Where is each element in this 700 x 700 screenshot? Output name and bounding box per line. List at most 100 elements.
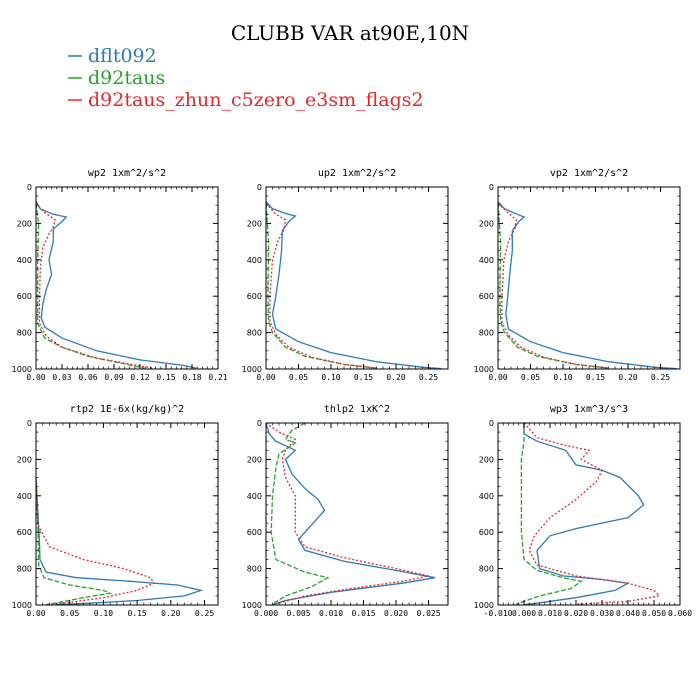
series-line-dflt092 bbox=[36, 477, 204, 605]
series-line-dflt092 bbox=[266, 201, 442, 369]
x-tick-label: 0.05 bbox=[60, 609, 79, 618]
x-tick-label: 0.020 bbox=[564, 609, 588, 618]
y-tick-label: 400 bbox=[17, 492, 32, 501]
y-tick-label: 800 bbox=[479, 329, 494, 338]
y-tick-label: 600 bbox=[17, 292, 32, 301]
panel-4: thlp2 1xK^2 0.000 0.005 0.010 0.015 0.020 0.02… bbox=[242, 404, 449, 618]
x-tick-label: 0.25 bbox=[195, 609, 214, 618]
y-tick-label: 400 bbox=[479, 492, 494, 501]
y-tick-label: 400 bbox=[17, 256, 32, 265]
x-tick-label: 0.015 bbox=[351, 609, 375, 618]
y-tick-label: 800 bbox=[247, 565, 262, 574]
y-tick-label: 400 bbox=[247, 492, 262, 501]
y-tick-label: 400 bbox=[479, 256, 494, 265]
legend: dflt092d92tausd92taus_zhun_c5zero_e3sm_f… bbox=[68, 45, 424, 111]
x-tick-label: 0.10 bbox=[553, 373, 572, 382]
x-tick-label: 0.00 bbox=[256, 373, 275, 382]
x-tick-label: 0.010 bbox=[538, 609, 562, 618]
x-tick-label: 0.000 bbox=[254, 609, 278, 618]
y-tick-label: 600 bbox=[247, 292, 262, 301]
legend-entry-1: d92taus bbox=[88, 67, 165, 89]
x-tick-label: 0.25 bbox=[419, 373, 438, 382]
y-tick-label: 1000 bbox=[12, 601, 32, 610]
x-tick-label: 0.20 bbox=[161, 609, 180, 618]
y-tick-label: 1000 bbox=[12, 365, 32, 374]
panel-0: wp2 1xm^2/s^2 0.00 0.03 0.06 0.09 0.12 0.15 0.1… bbox=[12, 168, 228, 382]
y-tick-label: 800 bbox=[17, 565, 32, 574]
y-tick-label: 0 bbox=[489, 419, 494, 428]
series-line-dflt092 bbox=[36, 201, 197, 369]
series-line-dflt092 bbox=[523, 423, 645, 605]
x-tick-label: 0.20 bbox=[386, 373, 405, 382]
x-tick-label: 0.05 bbox=[521, 373, 540, 382]
x-tick-label: 0.00 bbox=[488, 373, 507, 382]
y-tick-label: 200 bbox=[17, 219, 32, 228]
figure-title: CLUBB VAR at90E,10N bbox=[231, 21, 469, 45]
y-tick-label: 0 bbox=[489, 183, 494, 192]
series-line-dflt092 bbox=[266, 423, 436, 605]
x-tick-label: 0.15 bbox=[127, 609, 146, 618]
y-tick-label: 600 bbox=[479, 528, 494, 537]
y-tick-label: 1000 bbox=[242, 601, 262, 610]
x-tick-label: 0.025 bbox=[416, 609, 440, 618]
x-tick-label: 0.10 bbox=[94, 609, 113, 618]
y-tick-label: 600 bbox=[17, 528, 32, 537]
y-tick-label: 1000 bbox=[474, 601, 494, 610]
panel-2: vp2 1xm^2/s^2 0.00 0.05 0.10 0.15 0.20 0.25 0 20… bbox=[474, 168, 681, 382]
panel-1: up2 1xm^2/s^2 0.00 0.05 0.10 0.15 0.20 0.25 0 20… bbox=[242, 168, 449, 382]
series-line-d92taus bbox=[36, 477, 113, 605]
series-line-d92taus_zhun_c5zero_e3sm_flags2 bbox=[266, 423, 429, 604]
panel-title: wp2 1xm^2/s^2 bbox=[88, 168, 166, 179]
y-tick-label: 200 bbox=[247, 455, 262, 464]
x-tick-label: 0.15 bbox=[586, 373, 605, 382]
panel-title: up2 1xm^2/s^2 bbox=[318, 168, 396, 179]
x-tick-label: 0.060 bbox=[668, 609, 692, 618]
y-tick-label: 800 bbox=[17, 329, 32, 338]
plot-frame bbox=[497, 186, 681, 370]
series-line-d92taus bbox=[36, 203, 145, 369]
y-tick-label: 0 bbox=[257, 419, 262, 428]
y-tick-label: 0 bbox=[27, 419, 32, 428]
plot-frame bbox=[265, 186, 449, 370]
plot-frame bbox=[265, 422, 449, 606]
x-tick-label: 0.21 bbox=[208, 373, 227, 382]
panel-3: rtp2 1E-6x(kg/kg)^2 0.00 0.05 0.10 0.15 0.20 0… bbox=[12, 404, 219, 618]
series-line-d92taus bbox=[266, 203, 377, 369]
x-tick-label: 0.020 bbox=[384, 609, 408, 618]
y-tick-label: 0 bbox=[257, 183, 262, 192]
series-line-d92taus_zhun_c5zero_e3sm_flags2 bbox=[498, 202, 609, 369]
legend-entry-0: dflt092 bbox=[88, 45, 157, 67]
series-line-d92taus_zhun_c5zero_e3sm_flags2 bbox=[36, 481, 155, 605]
panel-title: rtp2 1E-6x(kg/kg)^2 bbox=[70, 404, 184, 415]
x-tick-label: 0.005 bbox=[286, 609, 310, 618]
x-tick-label: 0.040 bbox=[616, 609, 640, 618]
panel-title: wp3 1xm^3/s^3 bbox=[550, 404, 628, 415]
x-tick-label: 0.25 bbox=[651, 373, 670, 382]
y-tick-label: 600 bbox=[247, 528, 262, 537]
y-tick-label: 200 bbox=[247, 219, 262, 228]
series-line-d92taus bbox=[515, 423, 583, 605]
x-tick-label: 0.15 bbox=[354, 373, 373, 382]
panels: wp2 1xm^2/s^2 0.00 0.03 0.06 0.09 0.12 0.15 0.1… bbox=[12, 168, 693, 618]
y-tick-label: 1000 bbox=[474, 365, 494, 374]
x-tick-label: 0.030 bbox=[590, 609, 614, 618]
x-tick-label: 0.10 bbox=[321, 373, 340, 382]
x-tick-label: 0.15 bbox=[156, 373, 175, 382]
y-tick-label: 800 bbox=[247, 329, 262, 338]
series-line-d92taus_zhun_c5zero_e3sm_flags2 bbox=[523, 423, 661, 605]
panel-title: thlp2 1xK^2 bbox=[324, 404, 390, 415]
x-tick-label: 0.03 bbox=[52, 373, 71, 382]
y-tick-label: 200 bbox=[479, 219, 494, 228]
x-tick-label: 0.18 bbox=[182, 373, 201, 382]
series-line-dflt092 bbox=[498, 201, 677, 369]
x-tick-label: 0.20 bbox=[618, 373, 637, 382]
series-line-d92taus bbox=[270, 423, 330, 605]
y-tick-label: 400 bbox=[247, 256, 262, 265]
x-tick-label: 0.00 bbox=[26, 373, 45, 382]
panel-title: vp2 1xm^2/s^2 bbox=[550, 168, 628, 179]
x-tick-label: 0.010 bbox=[319, 609, 343, 618]
x-tick-label: 0.050 bbox=[642, 609, 666, 618]
y-tick-label: 600 bbox=[479, 292, 494, 301]
plot-frame bbox=[35, 186, 219, 370]
